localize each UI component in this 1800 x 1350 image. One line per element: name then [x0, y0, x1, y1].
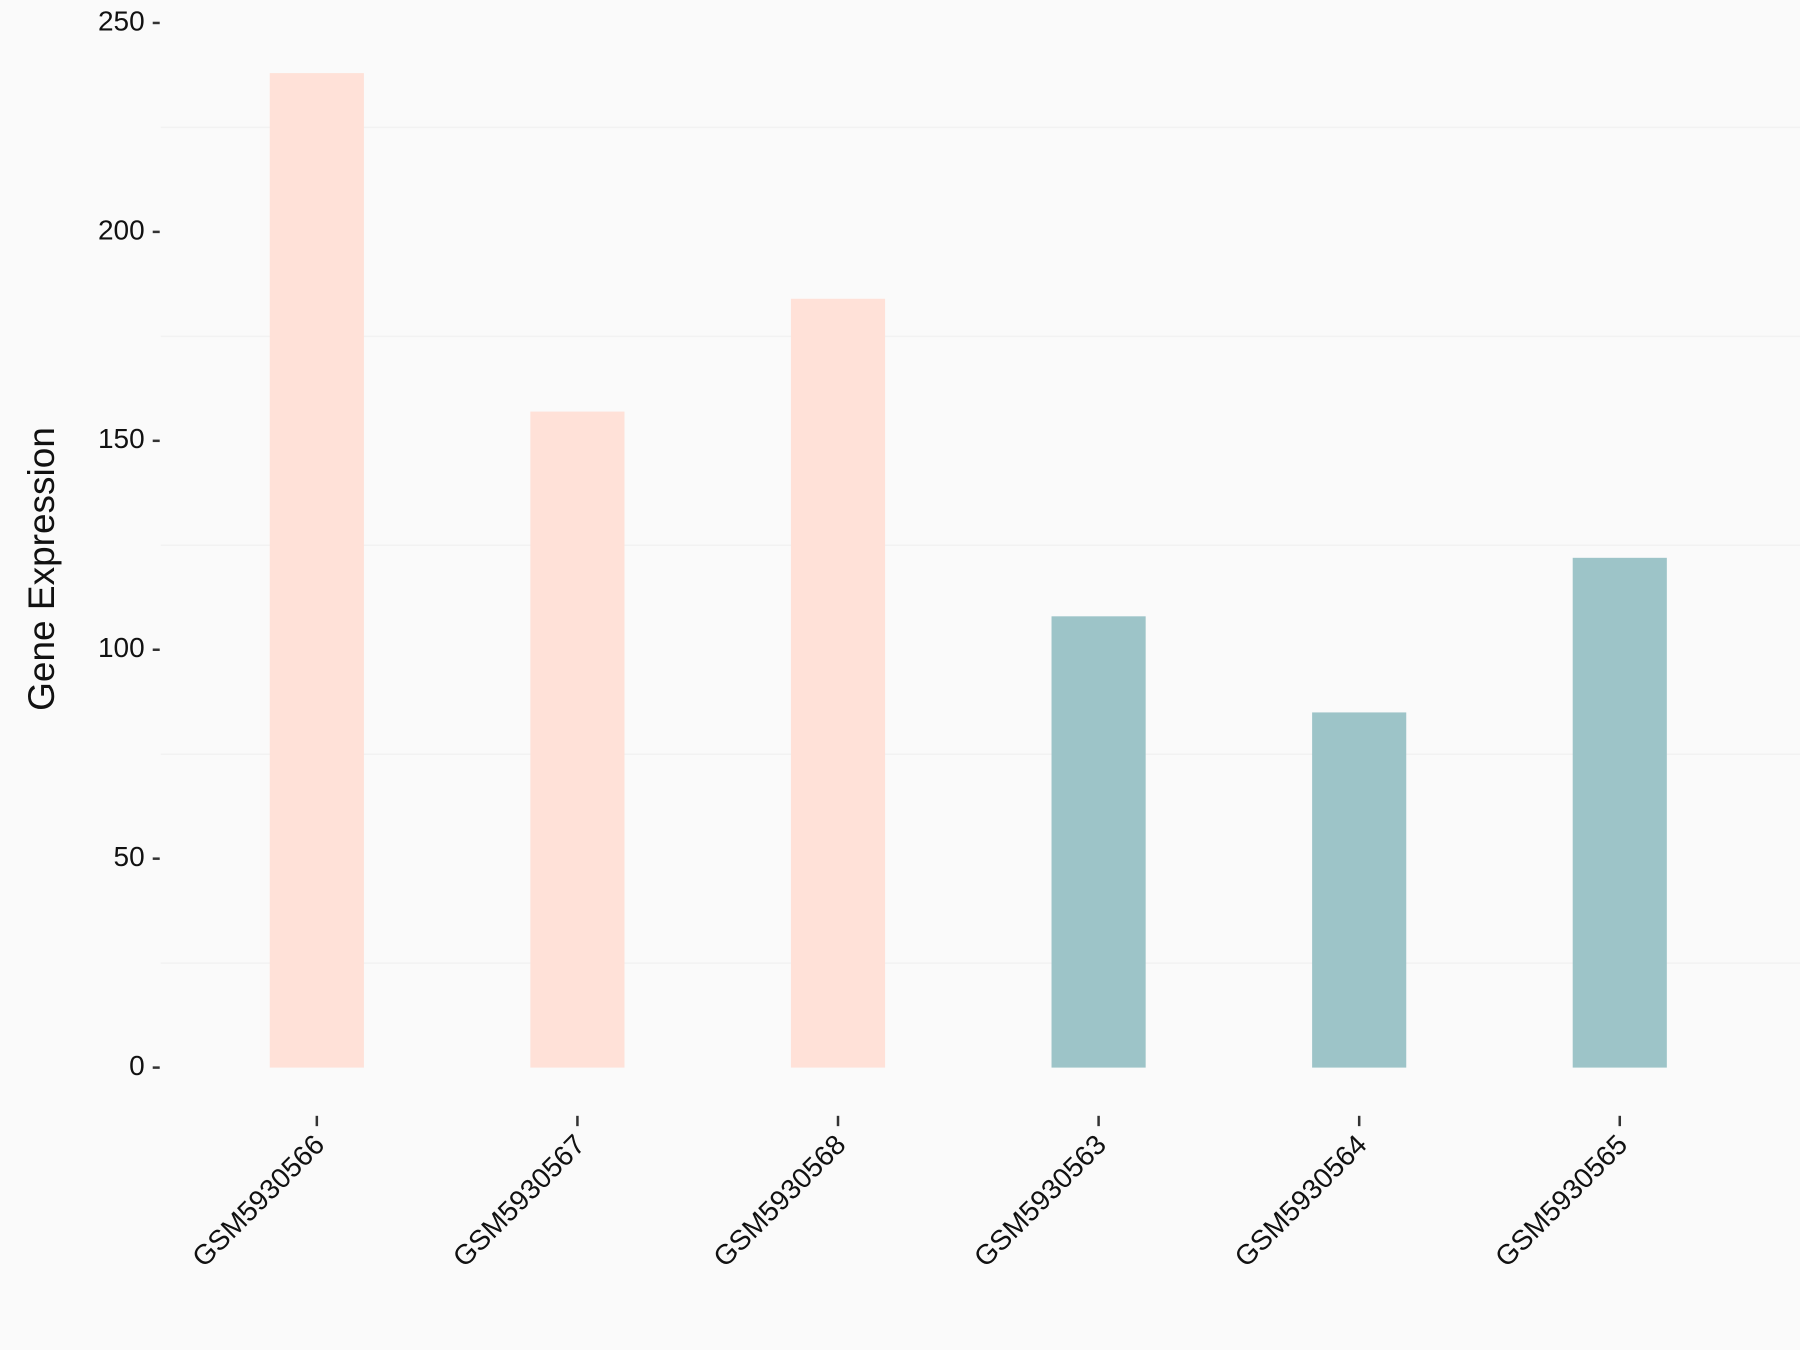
y-tick-label: 100 [98, 632, 145, 663]
y-tick-label: 200 [98, 214, 145, 245]
bar [1051, 616, 1146, 1068]
bar [1572, 557, 1667, 1068]
bar [530, 411, 625, 1068]
y-tick-label: 250 [98, 5, 145, 36]
bar [269, 73, 364, 1068]
y-tick-label: 150 [98, 423, 145, 454]
bar [790, 298, 886, 1068]
bar [1312, 712, 1407, 1068]
y-tick-label: 0 [129, 1050, 145, 1081]
y-tick-label: 50 [114, 841, 145, 872]
y-axis-label: Gene Expression [21, 427, 62, 711]
